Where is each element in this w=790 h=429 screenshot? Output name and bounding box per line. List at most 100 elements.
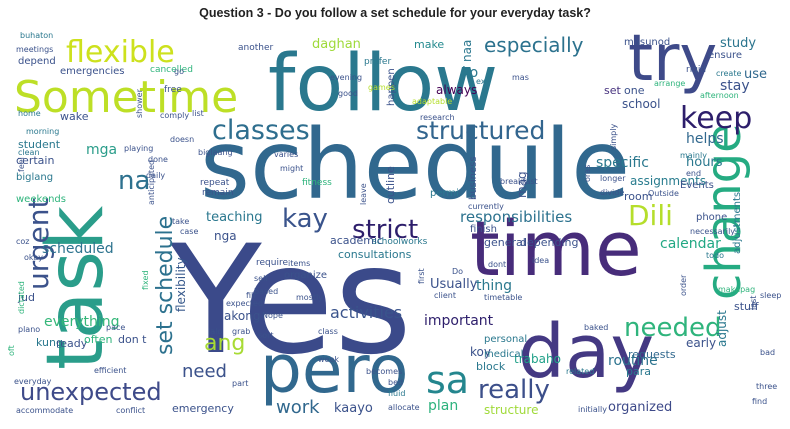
word-especially: especially <box>484 33 584 57</box>
word-morning: morning <box>26 127 59 136</box>
word-adjustments: adjustments <box>732 192 743 254</box>
word-baked: baked <box>584 323 608 332</box>
word-na: na <box>118 166 150 196</box>
chart-title: Question 3 - Do you follow a set schedul… <box>199 6 591 20</box>
word-task: task <box>31 206 121 370</box>
word-teaching: teaching <box>206 210 263 225</box>
word-sort: sort <box>258 331 274 340</box>
word-classes: classes <box>212 115 310 146</box>
word-expected: expected <box>226 299 263 308</box>
word-ready: ready <box>56 337 88 350</box>
word-usually: Usually <box>430 277 478 292</box>
word-remain: remain <box>202 188 234 198</box>
word-another: another <box>238 43 273 53</box>
word-requests: requests <box>628 348 676 361</box>
word-three: three <box>756 382 777 391</box>
word-feel: feel <box>17 157 26 172</box>
word-initially: initially <box>578 405 607 414</box>
word-might: might <box>280 164 303 173</box>
word-time: time <box>470 204 642 293</box>
word-leave: leave <box>359 183 368 205</box>
word-yes: Yes <box>169 214 412 388</box>
word-self: self <box>254 274 268 283</box>
word-simply: simply <box>609 124 618 150</box>
word-outside: Outside <box>648 189 679 198</box>
word-biglang: biglang <box>16 172 53 183</box>
word-depend: depend <box>18 56 56 67</box>
word-mga: mga <box>86 142 117 158</box>
word-bed: bed <box>388 378 403 387</box>
word-calendar: calendar <box>660 236 721 252</box>
word-mas: mas <box>512 73 529 82</box>
word-emergencies: emergencies <box>60 66 124 77</box>
word-trabaho: trabaho <box>514 352 561 366</box>
word-structured: structured <box>416 116 545 145</box>
word-lalo: lalo <box>208 327 222 336</box>
word-block: block <box>476 360 506 373</box>
word-sa: sa <box>426 358 469 402</box>
word-kay: kay <box>282 204 328 234</box>
word-anticipated: anticipated <box>147 160 156 205</box>
word-good: good <box>338 89 358 98</box>
word-end: end <box>686 169 701 178</box>
word-emergency: emergency <box>172 402 234 415</box>
word-list: list <box>192 109 204 118</box>
word-cancelled: cancelled <box>150 65 193 75</box>
word-plan: plan <box>428 398 458 414</box>
word-schoolworks: schoolworks <box>372 237 428 247</box>
word-case: case <box>180 227 198 236</box>
word-rigid: rigid <box>686 65 706 75</box>
word-events: Events <box>680 180 714 191</box>
word-ensure: ensure <box>708 50 742 61</box>
word-conflict: conflict <box>116 406 145 415</box>
word-sleep: sleep <box>760 291 781 300</box>
word-wake: wake <box>60 110 89 123</box>
word-last: last <box>749 296 758 310</box>
word-activities: activities <box>330 303 402 322</box>
word-comply: comply <box>160 111 189 120</box>
word-necessarily: necessarily <box>690 227 735 236</box>
word-study: study <box>720 36 756 51</box>
word-use: use <box>744 67 767 82</box>
word-flexibility: flexibility <box>174 257 188 312</box>
word-order: order <box>679 274 688 296</box>
word-dictated: dictated <box>17 281 26 314</box>
word-urgent: urgent <box>22 197 55 290</box>
word-general: general <box>484 236 526 249</box>
word-kaayo: kaayo <box>334 401 373 416</box>
word-timetable: timetable <box>484 293 522 302</box>
word-weekends: weekends <box>16 194 66 205</box>
word-organize: organize <box>284 270 327 281</box>
word-home: home <box>18 109 41 118</box>
word-shower: shower <box>135 88 144 118</box>
word-koy: koy <box>470 345 491 359</box>
word-grab: grab <box>232 327 250 336</box>
word-try: try <box>628 22 717 96</box>
word-efficient: efficient <box>94 366 126 375</box>
word-doesn: doesn <box>170 135 194 144</box>
word-biglaang: biglaang <box>198 148 233 157</box>
word-currently: currently <box>468 202 504 211</box>
word-clean: clean <box>18 148 40 157</box>
word-becomes: becomes <box>366 367 402 376</box>
word-everyday: everyday <box>14 377 52 386</box>
word-personal: personal <box>484 334 527 345</box>
word-set: set <box>604 84 621 97</box>
word-okay: okay <box>24 253 43 262</box>
word-games: games <box>368 83 395 92</box>
word-masunod: masunod <box>624 37 670 48</box>
word-based: based <box>254 287 278 296</box>
word-schedule: schedule <box>200 109 630 221</box>
word-stay: stay <box>720 78 750 94</box>
word-done: done <box>148 155 168 164</box>
word-longer: longer <box>600 174 626 183</box>
word-related: related <box>566 367 594 376</box>
word-meetings: meetings <box>16 45 53 54</box>
word-divide: divide <box>600 188 624 197</box>
word-breakfast: breakfast <box>500 177 538 186</box>
word-happen: happen <box>386 68 397 106</box>
word-hours: hours <box>686 155 723 170</box>
word-ang: ang <box>204 331 245 356</box>
word-strict: strict <box>352 215 418 245</box>
